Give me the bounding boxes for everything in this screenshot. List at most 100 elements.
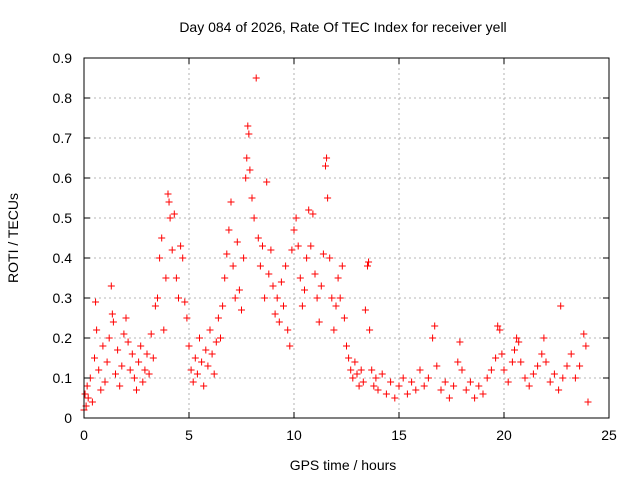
data-point <box>343 342 350 350</box>
data-point <box>550 370 558 378</box>
data-point <box>198 358 206 366</box>
data-point <box>576 362 584 370</box>
data-point <box>107 282 115 290</box>
data-point <box>290 226 298 234</box>
data-point <box>351 358 359 366</box>
data-point <box>420 382 428 390</box>
data-point <box>332 302 340 310</box>
data-point <box>221 274 229 282</box>
data-point <box>349 374 357 382</box>
data-point <box>416 366 424 374</box>
data-point <box>433 362 441 370</box>
data-point <box>235 286 243 294</box>
data-point <box>269 282 277 290</box>
data-point <box>92 298 100 306</box>
data-point <box>456 338 464 346</box>
data-point <box>193 370 201 378</box>
data-point <box>122 314 130 322</box>
data-point <box>133 386 140 394</box>
data-point <box>424 374 432 382</box>
data-point <box>189 378 197 386</box>
data-point <box>324 194 332 202</box>
y-tick-label: 0.3 <box>53 290 73 306</box>
data-point <box>243 154 251 162</box>
data-point <box>466 378 474 386</box>
data-point <box>265 270 273 278</box>
data-point <box>345 354 353 362</box>
data-point <box>399 374 407 382</box>
data-point <box>317 282 325 290</box>
data-point <box>250 214 258 222</box>
data-point <box>240 254 248 262</box>
data-point <box>160 326 168 334</box>
data-point <box>340 314 348 322</box>
data-point <box>513 334 521 342</box>
data-point <box>137 342 145 350</box>
data-point <box>118 362 126 370</box>
data-point <box>475 382 483 390</box>
data-point <box>334 274 342 282</box>
data-point <box>91 354 98 362</box>
data-point <box>403 390 411 398</box>
chart-title: Day 084 of 2026, Rate Of TEC Index for r… <box>179 19 506 35</box>
y-tick-label: 0.6 <box>53 170 73 186</box>
data-point <box>286 342 294 350</box>
data-point <box>219 302 227 310</box>
x-tick-label: 10 <box>286 427 302 443</box>
data-point <box>282 262 290 270</box>
data-point <box>555 386 563 394</box>
data-point <box>498 350 506 358</box>
data-point <box>365 258 373 266</box>
data-point <box>500 366 508 374</box>
data-point <box>114 346 122 354</box>
data-point <box>95 366 103 374</box>
data-point <box>511 346 518 354</box>
x-tick-label: 5 <box>185 427 193 443</box>
y-tick-label: 0.1 <box>53 370 73 386</box>
data-point <box>471 394 479 402</box>
data-point <box>112 370 119 378</box>
data-point <box>391 394 399 402</box>
data-point <box>338 262 346 270</box>
data-point <box>177 242 185 250</box>
data-point <box>187 366 195 374</box>
data-point <box>103 358 111 366</box>
data-point <box>542 358 550 366</box>
data-point <box>143 350 151 358</box>
data-point <box>246 166 254 174</box>
data-point <box>185 342 193 350</box>
data-point <box>437 386 445 394</box>
data-point <box>105 334 113 342</box>
data-point <box>355 382 363 390</box>
data-point <box>214 314 222 322</box>
data-point <box>441 378 449 386</box>
data-point <box>515 338 523 346</box>
data-point <box>208 350 216 358</box>
data-point <box>261 294 269 302</box>
data-point <box>322 162 329 170</box>
data-point <box>81 390 89 398</box>
data-point <box>336 294 344 302</box>
data-point <box>521 374 529 382</box>
data-point <box>151 302 159 310</box>
data-point <box>492 354 500 362</box>
data-point <box>175 294 182 302</box>
data-point <box>233 238 241 246</box>
data-point <box>353 370 361 378</box>
data-point <box>303 254 311 262</box>
data-point <box>166 214 174 222</box>
data-point <box>292 214 300 222</box>
data-point <box>109 318 117 326</box>
data-point <box>582 342 590 350</box>
data-point <box>273 294 281 302</box>
data-point <box>280 302 287 310</box>
data-point <box>361 306 369 314</box>
data-point <box>217 334 224 342</box>
data-point <box>275 318 283 326</box>
data-points <box>80 74 592 414</box>
data-point <box>538 350 546 358</box>
data-point <box>458 366 466 374</box>
data-point <box>162 274 170 282</box>
data-point <box>183 314 191 322</box>
data-point <box>248 194 256 202</box>
